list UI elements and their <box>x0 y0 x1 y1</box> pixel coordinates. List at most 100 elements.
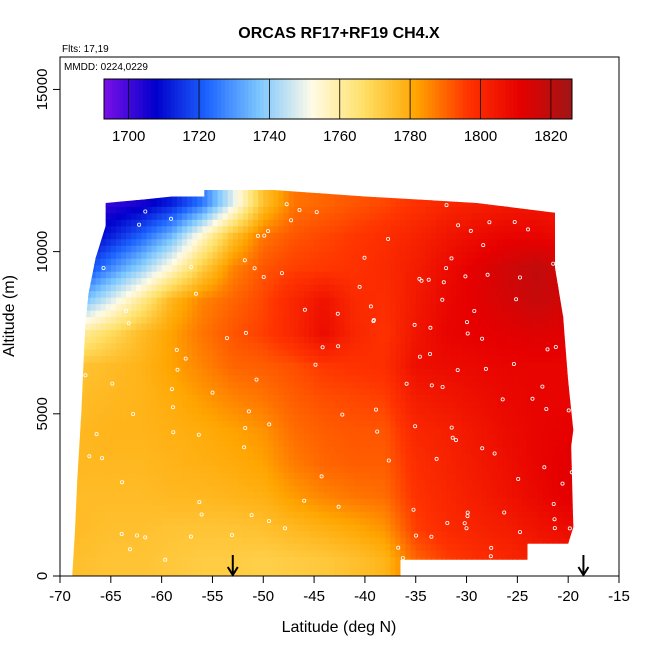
heatmap-cell <box>161 556 168 564</box>
heatmap-cell <box>400 271 407 279</box>
heatmap-cell <box>217 297 224 305</box>
heatmap-cell <box>115 472 122 480</box>
heatmap-cell <box>481 537 488 545</box>
heatmap-cell <box>415 374 422 382</box>
heatmap-cell <box>176 342 183 350</box>
heatmap-cell <box>309 303 315 311</box>
heatmap-cell <box>502 271 508 279</box>
heatmap-cell <box>131 465 137 473</box>
heatmap-cell <box>288 530 295 538</box>
heatmap-cell <box>471 537 478 545</box>
heatmap-cell <box>222 498 229 506</box>
heatmap-cell <box>486 348 493 357</box>
heatmap-cell <box>253 284 259 292</box>
heatmap-cell <box>181 517 188 525</box>
heatmap-cell <box>502 543 508 551</box>
heatmap-cell <box>212 394 219 402</box>
heatmap-cell <box>100 452 107 460</box>
heatmap-cell <box>126 439 132 447</box>
heatmap-cell <box>537 478 544 486</box>
heatmap-cell <box>461 426 468 434</box>
heatmap-cell <box>441 498 447 506</box>
heatmap-cell <box>359 537 366 545</box>
heatmap-cell <box>192 297 198 305</box>
heatmap-cell <box>75 465 81 473</box>
heatmap-cell <box>248 271 254 279</box>
heatmap-cell <box>425 485 432 493</box>
heatmap-cell <box>329 290 336 298</box>
heatmap-cell <box>390 322 396 331</box>
heatmap-cell <box>278 407 285 415</box>
heatmap-cell <box>298 543 305 551</box>
heatmap-cell <box>491 537 498 545</box>
heatmap-cell <box>253 543 259 551</box>
heatmap-cell <box>105 413 112 421</box>
heatmap-cell <box>141 322 147 331</box>
heatmap-cell <box>278 297 285 305</box>
heatmap-cell <box>425 387 432 395</box>
heatmap-cell <box>319 472 325 480</box>
heatmap-cell <box>202 491 208 499</box>
heatmap-cell <box>461 452 468 460</box>
heatmap-cell <box>146 361 153 369</box>
heatmap-cell <box>568 316 574 324</box>
heatmap-cell <box>136 413 142 421</box>
heatmap-cell <box>217 478 224 486</box>
heatmap-cell <box>324 374 330 382</box>
heatmap-cell <box>232 394 239 402</box>
heatmap-cell <box>415 342 422 350</box>
heatmap-cell <box>314 277 320 285</box>
heatmap-cell <box>232 556 239 564</box>
heatmap-cell <box>309 264 315 272</box>
heatmap-cell <box>466 342 473 350</box>
heatmap-cell <box>273 543 280 551</box>
heatmap-cell <box>207 556 214 564</box>
heatmap-cell <box>192 530 198 538</box>
heatmap-cell <box>146 342 153 350</box>
heatmap-cell <box>115 277 122 285</box>
heatmap-cell <box>202 433 208 441</box>
heatmap-cell <box>248 303 254 311</box>
heatmap-cell <box>400 297 407 305</box>
heatmap-cell <box>466 478 473 486</box>
heatmap-cell <box>339 439 346 447</box>
heatmap-cell <box>583 524 589 531</box>
heatmap-cell <box>532 459 539 467</box>
heatmap-cell <box>319 563 325 571</box>
heatmap-cell <box>171 413 178 421</box>
heatmap-cell <box>527 413 534 421</box>
heatmap-cell <box>410 361 417 369</box>
heatmap-cell <box>268 491 275 499</box>
heatmap-cell <box>441 433 447 441</box>
heatmap-cell <box>532 284 539 292</box>
heatmap-cell <box>298 446 305 454</box>
heatmap-cell <box>415 426 422 434</box>
heatmap-cell <box>563 387 569 395</box>
heatmap-cell <box>212 368 219 376</box>
heatmap-cell <box>217 335 224 344</box>
heatmap-cell <box>451 550 457 558</box>
heatmap-cell <box>522 271 529 279</box>
heatmap-cell <box>110 478 117 486</box>
heatmap-cell <box>410 394 417 402</box>
heatmap-cell <box>502 446 508 454</box>
heatmap-cell <box>131 387 137 395</box>
heatmap-cell <box>354 420 361 428</box>
heatmap-cell <box>552 413 559 421</box>
heatmap-cell <box>364 459 371 467</box>
heatmap-cell <box>476 290 483 298</box>
heatmap-cell <box>217 361 224 369</box>
heatmap-cell <box>192 433 198 441</box>
heatmap-cell <box>395 348 402 357</box>
heatmap-cell <box>65 291 71 298</box>
heatmap-cell <box>512 550 518 558</box>
heatmap-cell <box>441 439 447 447</box>
heatmap-cell <box>481 498 488 506</box>
heatmap-cell <box>207 413 214 421</box>
heatmap-cell <box>375 413 381 421</box>
heatmap-cell <box>105 530 112 538</box>
heatmap-cell <box>334 342 341 350</box>
heatmap-cell <box>237 335 244 344</box>
heatmap-cell <box>90 439 97 447</box>
heatmap-cell <box>90 472 97 480</box>
